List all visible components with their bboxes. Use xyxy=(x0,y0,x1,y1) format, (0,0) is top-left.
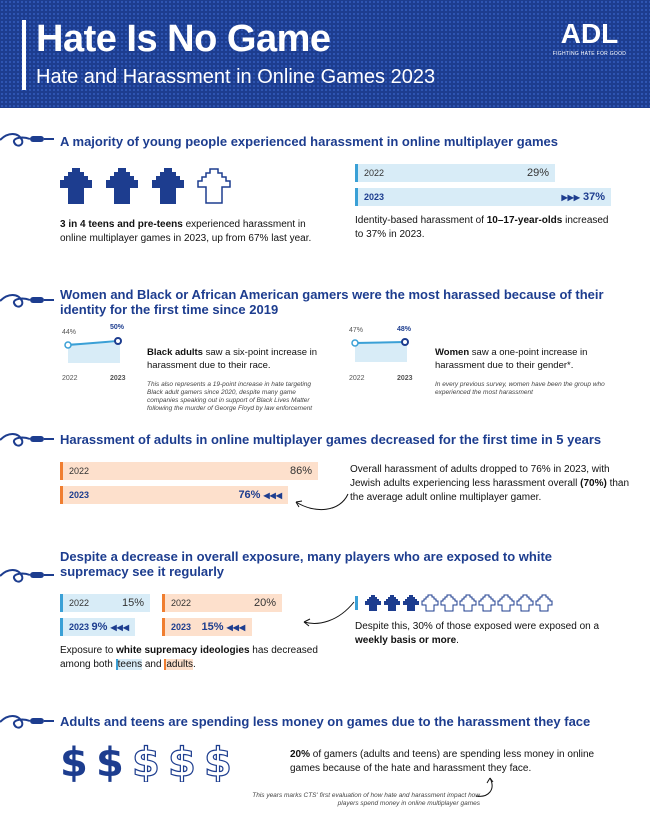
person-icon xyxy=(106,168,138,204)
dollar-icon: $ xyxy=(96,740,124,782)
page-title: Hate Is No Game xyxy=(36,18,331,60)
adults-2022-bar: 2022 86% xyxy=(60,462,318,480)
section5-title: Adults and teens are spending less money… xyxy=(60,714,591,729)
pointer-arrow-icon xyxy=(303,601,355,627)
stat-bold: 3 in 4 teens and pre-teens xyxy=(60,219,183,230)
accent-bar xyxy=(355,596,358,610)
frequency-icons xyxy=(365,594,553,612)
cord-icon xyxy=(0,715,55,729)
decrease-arrows-icon: ◀◀◀ xyxy=(226,623,246,632)
women-line-chart xyxy=(351,338,409,362)
black-year-2023: 2023 xyxy=(110,375,126,382)
point-2023 xyxy=(401,338,409,346)
bar-year: 2023 xyxy=(364,192,385,202)
black-adults-note: This also represents a 19-point increase… xyxy=(147,381,313,412)
bar-value: 29% xyxy=(526,167,549,179)
pointer-arrow-icon xyxy=(475,777,494,797)
cord-icon xyxy=(0,133,55,147)
bar-value: ▶▶▶ 37% xyxy=(561,191,605,203)
section1-right-text: Identity-based harassment of 10–17-year-… xyxy=(355,215,609,240)
bar-year: 2022 xyxy=(69,466,90,476)
dollar-outline-icon: $ xyxy=(132,740,160,782)
pointer-arrow-icon xyxy=(295,493,349,511)
women-text: Women saw a one-point increase in harass… xyxy=(435,347,588,371)
bar-year: 2022 xyxy=(364,168,385,178)
title-accent-bar xyxy=(22,20,26,90)
black-year-2022: 2022 xyxy=(62,375,78,382)
person-icon xyxy=(60,168,92,204)
black-adults-text: Black adults saw a six-point increase in… xyxy=(147,347,318,371)
cord-icon xyxy=(0,569,55,583)
bar-year: 2023 xyxy=(69,490,90,500)
section2-title: Women and Black or African American game… xyxy=(60,287,604,317)
header-banner: Hate Is No Game Hate and Harassment in O… xyxy=(0,0,650,108)
women-note: In every previous survey, women have bee… xyxy=(435,381,605,396)
page-subtitle: Hate and Harassment in Online Games 2023 xyxy=(36,66,436,88)
bar-value: 86% xyxy=(289,465,312,477)
dollar-icon: $ xyxy=(60,740,88,782)
bar-value: 76% ◀◀◀ xyxy=(238,489,282,501)
person-icons xyxy=(60,168,231,204)
dollar-outline-icon: $ xyxy=(168,740,196,782)
dollar-outline-icon: $ xyxy=(204,740,232,782)
section3-title: Harassment of adults in online multiplay… xyxy=(60,432,602,447)
logo-tagline: FIGHTING HATE FOR GOOD xyxy=(552,51,627,57)
point-2022 xyxy=(64,341,72,349)
women-2023-value: 48% xyxy=(397,326,412,333)
section3-text: Overall harassment of adults dropped to … xyxy=(350,464,630,503)
point-2023 xyxy=(114,337,122,345)
adults-highlight: adults xyxy=(164,659,194,670)
teens-highlight: teens xyxy=(115,659,143,670)
cord-icon xyxy=(0,433,55,447)
section1-left-text: 3 in 4 teens and pre-teens experienced h… xyxy=(60,218,320,246)
point-2022 xyxy=(351,339,359,347)
adults-ws-2023-bar: 2023 15% ◀◀◀ xyxy=(162,618,252,636)
decrease-arrows-icon: ◀◀◀ xyxy=(263,491,282,500)
section4-title: Despite a decrease in overall exposure, … xyxy=(60,549,553,579)
black-adults-line-chart xyxy=(64,337,122,363)
black-2023-value: 50% xyxy=(110,324,125,331)
person-icon xyxy=(152,168,184,204)
section4-right-text: Despite this, 30% of those exposed were … xyxy=(355,621,600,646)
adults-ws-2022-bar: 2022 20% xyxy=(162,594,282,612)
dollar-icons: $ $ $ $ $ xyxy=(60,740,232,782)
adl-logo: ADL FIGHTING HATE FOR GOOD xyxy=(552,18,627,57)
person-outline-icon xyxy=(197,168,231,204)
women-2022-value: 47% xyxy=(349,327,364,334)
section4-left-text: Exposure to white supremacy ideologies h… xyxy=(60,645,318,670)
adults-2023-bar: 2023 76% ◀◀◀ xyxy=(60,486,288,504)
teens-ws-2022-bar: 2022 15% xyxy=(60,594,150,612)
women-year-2022: 2022 xyxy=(349,375,365,382)
section1-title: A majority of young people experienced h… xyxy=(60,134,558,149)
teens-ws-2023-bar: 2023 9% ◀◀◀ xyxy=(60,618,135,636)
black-2022-value: 44% xyxy=(62,329,77,336)
stat-text: experienced harassment in online multipl… xyxy=(60,219,312,244)
cord-icon xyxy=(0,294,55,308)
decrease-arrows-icon: ◀◀◀ xyxy=(110,623,129,632)
teens-2023-bar: 2023 ▶▶▶ 37% xyxy=(355,188,611,206)
increase-arrows-icon: ▶▶▶ xyxy=(561,193,580,202)
section5-note: This years marks CTS' first evaluation o… xyxy=(252,792,480,807)
women-year-2023: 2023 xyxy=(397,375,413,382)
logo-text: ADL xyxy=(560,18,619,49)
teens-2022-bar: 2022 29% xyxy=(355,164,555,182)
section5-text: 20% of gamers (adults and teens) are spe… xyxy=(290,749,595,774)
